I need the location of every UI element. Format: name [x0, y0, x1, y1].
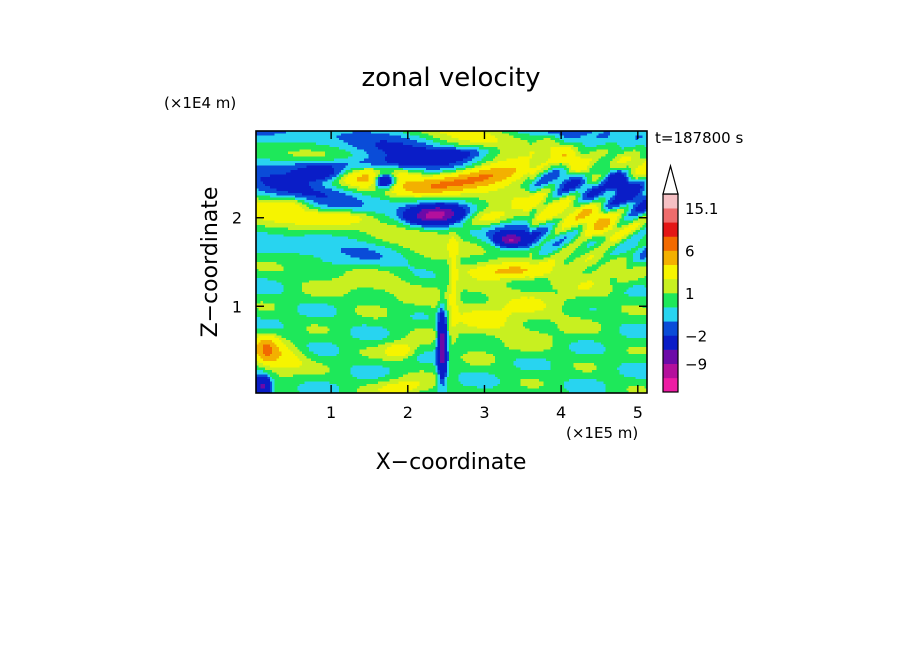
- colorbar-label: 1: [685, 285, 695, 303]
- colorbar-extend-arrow: [662, 163, 679, 195]
- colorbar-swatch: [663, 321, 678, 336]
- velocity-field: [256, 131, 647, 393]
- colorbar-swatch: [663, 222, 678, 237]
- colorbar-swatch: [663, 363, 678, 379]
- colorbar-swatch: [663, 349, 678, 365]
- colorbar-swatch: [663, 264, 678, 280]
- colorbar-swatch: [663, 335, 678, 350]
- colorbar-swatch: [663, 293, 678, 308]
- x-tick-label: 5: [633, 403, 643, 422]
- colorbar: 15.1 6 1 −2 −9: [662, 163, 718, 393]
- colorbar-label: 6: [685, 243, 695, 261]
- y-axis-label: Z−coordinate: [198, 187, 223, 338]
- y-tick-label: 2: [232, 209, 242, 228]
- colorbar-swatch: [663, 377, 678, 393]
- colorbar-label: 15.1: [685, 200, 718, 218]
- colorbar-swatch: [663, 194, 678, 209]
- y-tick-label: 1: [232, 297, 242, 316]
- x-tick-label: 4: [556, 403, 566, 422]
- colorbar-label: −2: [685, 327, 707, 345]
- time-label: t=187800 s: [655, 129, 743, 147]
- x-tick-label: 1: [326, 403, 336, 422]
- x-tick-label: 2: [403, 403, 413, 422]
- colorbar-swatch: [663, 307, 678, 322]
- plot-frame: [255, 130, 648, 394]
- x-unit-label: (×1E5 m): [566, 424, 638, 442]
- x-axis-ticks: 1 2 3 4 5: [326, 131, 643, 422]
- y-axis-ticks: 12: [232, 209, 647, 316]
- colorbar-label: −9: [685, 356, 707, 374]
- colorbar-swatch: [663, 208, 678, 223]
- colorbar-swatch: [663, 236, 678, 251]
- chart-title: zonal velocity: [361, 63, 540, 93]
- colorbar-swatch: [663, 250, 678, 266]
- x-axis-label: X−coordinate: [376, 450, 527, 475]
- x-tick-label: 3: [479, 403, 489, 422]
- colorbar-swatch: [663, 278, 678, 294]
- y-unit-label: (×1E4 m): [164, 94, 236, 112]
